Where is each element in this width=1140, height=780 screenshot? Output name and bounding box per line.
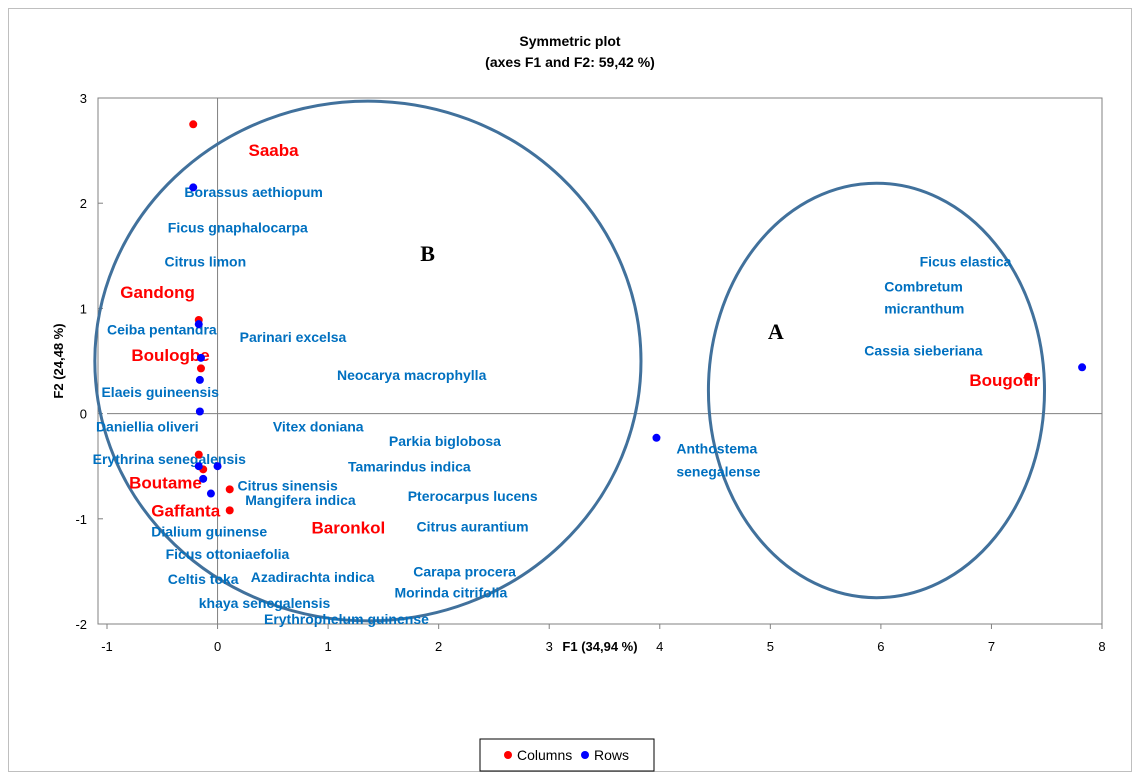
row-point xyxy=(194,462,203,471)
x-tick-label: 3 xyxy=(546,639,553,654)
group-annotation: B xyxy=(420,241,435,266)
x-tick-label: 5 xyxy=(767,639,774,654)
y-tick-label: 2 xyxy=(80,196,87,211)
row-point xyxy=(199,474,208,483)
legend-columns-marker xyxy=(504,751,512,759)
legend-rows-label: Rows xyxy=(594,747,629,763)
y-tick-label: 0 xyxy=(80,407,87,422)
row-point xyxy=(194,320,203,329)
row-label: Anthostema xyxy=(676,441,757,457)
row-label: Elaeis guineensis xyxy=(101,384,219,400)
plot-area xyxy=(97,97,1103,625)
row-label: Cassia sieberiana xyxy=(864,343,983,359)
row-label: Vitex doniana xyxy=(273,418,364,434)
x-tick-label: 1 xyxy=(324,639,331,654)
row-label: Pterocarpus lucens xyxy=(408,488,538,504)
chart-title: Symmetric plot xyxy=(519,33,620,49)
column-label: Gaffanta xyxy=(151,502,221,521)
row-label: Dialium guinense xyxy=(151,524,267,540)
row-point xyxy=(195,407,204,416)
row-point xyxy=(206,489,215,498)
x-axis-title: F1 (34,94 %) xyxy=(562,639,637,654)
y-tick-label: 3 xyxy=(80,91,87,106)
row-label: khaya senegalensis xyxy=(199,595,331,611)
row-point xyxy=(189,183,198,192)
column-point xyxy=(225,506,234,515)
x-tick-label: -1 xyxy=(101,639,113,654)
x-tick-label: 6 xyxy=(877,639,884,654)
column-label: Saaba xyxy=(249,141,300,160)
row-label: Parinari excelsa xyxy=(240,329,347,345)
y-tick-label: 1 xyxy=(80,301,87,316)
y-axis-title: F2 (24,48 %) xyxy=(51,323,66,398)
column-point xyxy=(196,364,205,373)
column-point xyxy=(225,485,234,494)
y-tick-label: -2 xyxy=(75,617,87,632)
row-label: Ficus gnaphalocarpa xyxy=(168,220,308,236)
column-label: Gandong xyxy=(120,283,195,302)
x-tick-label: 8 xyxy=(1098,639,1105,654)
row-label: Celtis toka xyxy=(168,571,239,587)
legend: Columns Rows xyxy=(479,738,655,772)
x-tick-label: 2 xyxy=(435,639,442,654)
column-label: Boutame xyxy=(129,473,202,492)
row-label: Azadirachta indica xyxy=(251,569,375,585)
row-label: Citrus sinensis xyxy=(237,477,338,493)
chart-frame xyxy=(8,8,1132,772)
column-label: Baronkol xyxy=(312,519,386,538)
column-point xyxy=(194,450,203,459)
row-label: Ficus elastica xyxy=(920,253,1012,269)
row-label: Erythrina senegalensis xyxy=(93,451,247,467)
column-point xyxy=(1023,372,1032,381)
legend-columns-label: Columns xyxy=(517,747,572,763)
group-a-circle xyxy=(706,181,1047,600)
legend-rows-marker xyxy=(581,751,589,759)
column-label: Bougotir xyxy=(969,371,1040,390)
row-label: Erythrophelum guinense xyxy=(264,611,429,627)
row-label: Citrus aurantium xyxy=(417,518,529,534)
row-label: Tamarindus indica xyxy=(348,458,471,474)
row-label: Morinda citrifolia xyxy=(394,585,507,601)
row-label: Mangifera indica xyxy=(245,492,356,508)
row-point xyxy=(213,462,222,471)
column-label: Boulogbe xyxy=(131,346,209,365)
row-label: Daniellia oliveri xyxy=(96,418,199,434)
row-label: Carapa procera xyxy=(413,564,516,580)
row-label: Combretum xyxy=(884,279,963,295)
x-tick-label: 7 xyxy=(988,639,995,654)
y-tick-label: -1 xyxy=(75,512,87,527)
column-point xyxy=(189,120,198,129)
chart-subtitle: (axes F1 and F2: 59,42 %) xyxy=(485,54,655,70)
row-point xyxy=(196,353,205,362)
row-label: Parkia biglobosa xyxy=(389,433,501,449)
row-point xyxy=(652,433,661,442)
group-b-circle xyxy=(93,99,643,623)
x-tick-label: 0 xyxy=(214,639,221,654)
row-point xyxy=(195,375,204,384)
row-label: Ficus ottoniaefolia xyxy=(166,546,290,562)
row-label: Neocarya macrophylla xyxy=(337,367,487,383)
row-label: senegalense xyxy=(676,464,760,480)
row-label: Citrus limon xyxy=(164,253,246,269)
row-point xyxy=(1078,363,1087,372)
group-annotation: A xyxy=(768,319,784,344)
row-label: micranthum xyxy=(884,301,964,317)
x-tick-label: 4 xyxy=(656,639,663,654)
row-label: Borassus aethiopum xyxy=(184,184,322,200)
row-label: Ceiba pentandra xyxy=(107,322,217,338)
